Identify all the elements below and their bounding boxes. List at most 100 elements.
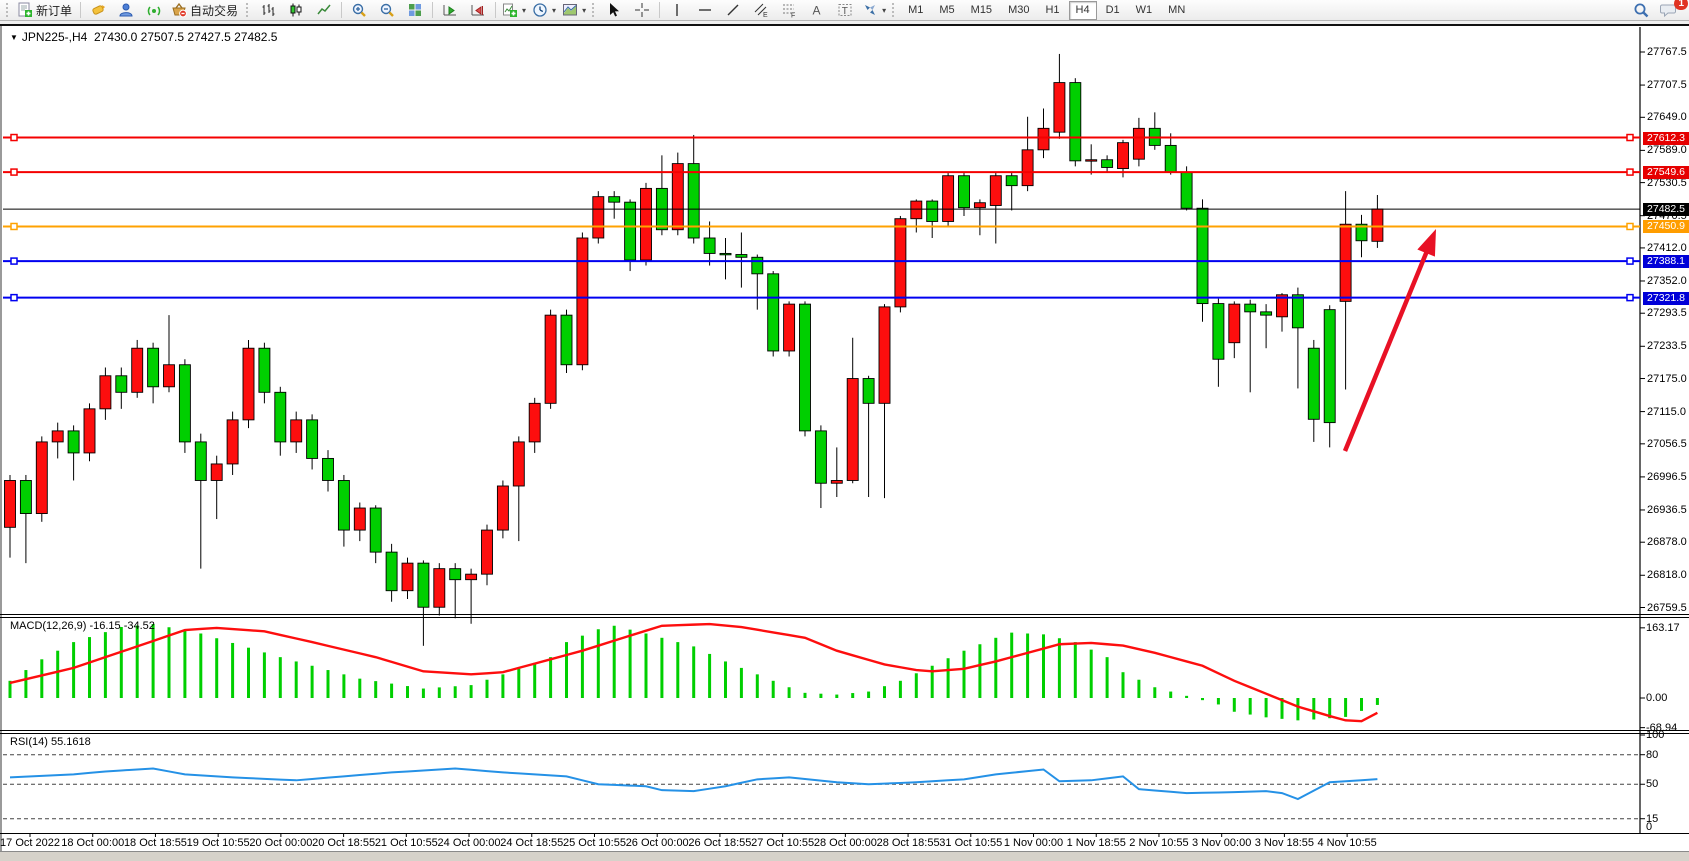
chart-plot-area[interactable] bbox=[2, 26, 1689, 851]
cursor-tool-button[interactable] bbox=[600, 0, 628, 20]
bar-chart-mode-button[interactable] bbox=[254, 0, 282, 20]
autotrade-icon bbox=[172, 2, 187, 18]
crosshair-tool-button[interactable] bbox=[628, 0, 656, 20]
price-tick-label: 26996.5 bbox=[1647, 470, 1687, 483]
fibonacci-icon: F bbox=[783, 4, 795, 19]
price-badge-27549.6: 27549.6 bbox=[1643, 166, 1689, 180]
zoom-out-button[interactable] bbox=[373, 0, 401, 20]
zoom-in-button[interactable] bbox=[345, 0, 373, 20]
timeframe-button-M1[interactable]: M1 bbox=[908, 4, 924, 16]
indicators-icon bbox=[503, 3, 518, 17]
timeframe-button-M15[interactable]: M15 bbox=[970, 4, 993, 16]
search-icon bbox=[1634, 3, 1648, 17]
autotrade-label: 自动交易 bbox=[190, 3, 239, 18]
macd-indicator-label: MACD(12,26,9) -16.15 -34.52 bbox=[10, 620, 155, 632]
timeframe-button-D1[interactable]: D1 bbox=[1105, 4, 1120, 16]
arrows-tool-button[interactable]: ▾ bbox=[859, 0, 889, 20]
svg-text:F: F bbox=[791, 13, 795, 19]
marker-tool-button[interactable] bbox=[84, 0, 112, 20]
date-label: 28 Oct 18:55 bbox=[876, 837, 940, 849]
timeframe-button-M5[interactable]: M5 bbox=[939, 4, 955, 16]
toolbar-grip bbox=[592, 3, 597, 17]
signals-button[interactable] bbox=[140, 0, 168, 20]
channel-tool-button[interactable]: E bbox=[747, 0, 775, 20]
template-icon bbox=[563, 4, 578, 16]
date-label: 17 Oct 2022 bbox=[0, 837, 60, 849]
price-badge-27482.5: 27482.5 bbox=[1643, 203, 1689, 217]
date-label: 3 Nov 00:00 bbox=[1192, 837, 1252, 849]
rsi-axis-label: 80 bbox=[1646, 748, 1659, 761]
periods-button[interactable]: ▾ bbox=[529, 0, 559, 20]
tile-windows-icon bbox=[409, 4, 422, 16]
toolbar: 新订单 自动交易 bbox=[0, 0, 1689, 21]
profile-button[interactable] bbox=[112, 0, 140, 20]
chevron-down-icon: ▾ bbox=[582, 5, 587, 15]
trendline-icon bbox=[727, 4, 739, 16]
line-chart-mode-button[interactable] bbox=[310, 0, 338, 20]
fibonacci-tool-button[interactable]: F bbox=[775, 0, 803, 20]
zoom-out-icon bbox=[380, 3, 394, 17]
chevron-down-icon: ▾ bbox=[522, 5, 527, 15]
vertical-line-icon bbox=[676, 4, 678, 16]
rsi-axis-label: 50 bbox=[1646, 778, 1659, 791]
toolbar-separator bbox=[341, 2, 343, 18]
price-tick-label: 27175.0 bbox=[1647, 372, 1687, 385]
new-order-icon bbox=[18, 2, 32, 17]
search-button[interactable] bbox=[1627, 0, 1655, 20]
auto-scroll-button[interactable] bbox=[436, 0, 464, 20]
date-label: 26 Oct 18:55 bbox=[688, 837, 752, 849]
price-tick-label: 26936.5 bbox=[1647, 503, 1687, 516]
price-badge-27388.1: 27388.1 bbox=[1643, 255, 1689, 269]
candle-chart-mode-button[interactable] bbox=[282, 0, 310, 20]
toolbar-separator bbox=[495, 2, 497, 18]
price-tick-label: 27412.0 bbox=[1647, 241, 1687, 254]
horizontal-line-tool-button[interactable] bbox=[691, 0, 719, 20]
date-label: 25 Oct 10:55 bbox=[562, 837, 626, 849]
svg-text:T: T bbox=[842, 6, 848, 17]
price-tick-label: 26878.0 bbox=[1647, 536, 1687, 549]
price-tick-label: 27530.5 bbox=[1647, 176, 1687, 189]
chevron-down-icon: ▾ bbox=[552, 5, 557, 15]
chart-dropdown-arrow[interactable]: ▼ bbox=[10, 33, 18, 42]
chart-shift-button[interactable] bbox=[464, 0, 492, 20]
date-label: 18 Oct 00:00 bbox=[61, 837, 125, 849]
autotrade-button[interactable]: 自动交易 bbox=[168, 0, 243, 20]
price-tick-label: 27649.0 bbox=[1647, 111, 1687, 124]
chart-ohlc-values: 27430.0 27507.5 27427.5 27482.5 bbox=[93, 30, 278, 44]
notifications-button[interactable]: 1 bbox=[1655, 0, 1688, 20]
toolbar-grip bbox=[246, 3, 251, 17]
window-bottom-strip[interactable] bbox=[0, 851, 1689, 861]
chart-info-line: ▼ JPN225-,H4 27430.0 27507.5 27427.5 2748… bbox=[10, 30, 277, 44]
toolbar-grip bbox=[892, 3, 897, 17]
svg-text:E: E bbox=[763, 12, 768, 18]
tile-windows-button[interactable] bbox=[401, 0, 429, 20]
svg-text:A: A bbox=[813, 4, 821, 18]
vertical-line-tool-button[interactable] bbox=[663, 0, 691, 20]
price-tick-label: 27707.5 bbox=[1647, 79, 1687, 92]
timeframe-button-MN[interactable]: MN bbox=[1168, 4, 1186, 16]
date-label: 20 Oct 18:55 bbox=[312, 837, 376, 849]
new-order-label: 新订单 bbox=[36, 3, 73, 18]
date-label: 1 Nov 00:00 bbox=[1003, 837, 1064, 849]
date-label: 31 Oct 10:55 bbox=[939, 837, 1003, 849]
price-badge-27450.9: 27450.9 bbox=[1643, 220, 1689, 234]
timeframe-button-H4[interactable]: H4 bbox=[1068, 0, 1097, 20]
templates-button[interactable]: ▾ bbox=[559, 0, 589, 20]
text-tool-button[interactable]: A bbox=[803, 0, 831, 20]
horizontal-line-icon bbox=[699, 9, 712, 11]
chevron-down-icon: ▾ bbox=[882, 5, 887, 15]
text-label-icon: T bbox=[838, 4, 852, 17]
timeframe-button-M30[interactable]: M30 bbox=[1008, 4, 1030, 16]
new-order-button[interactable]: 新订单 bbox=[14, 0, 77, 20]
trendline-tool-button[interactable] bbox=[719, 0, 747, 20]
text-label-tool-button[interactable]: T bbox=[831, 0, 859, 20]
date-label: 1 Nov 18:55 bbox=[1066, 837, 1126, 849]
date-label: 20 Oct 00:00 bbox=[249, 837, 313, 849]
timeframe-button-W1[interactable]: W1 bbox=[1135, 4, 1153, 16]
indicators-button[interactable]: ▾ bbox=[499, 0, 529, 20]
date-label: 27 Oct 10:55 bbox=[751, 837, 815, 849]
timeframe-button-H1[interactable]: H1 bbox=[1045, 4, 1060, 16]
date-label: 4 Nov 10:55 bbox=[1317, 837, 1377, 849]
zoom-in-icon bbox=[352, 3, 366, 17]
